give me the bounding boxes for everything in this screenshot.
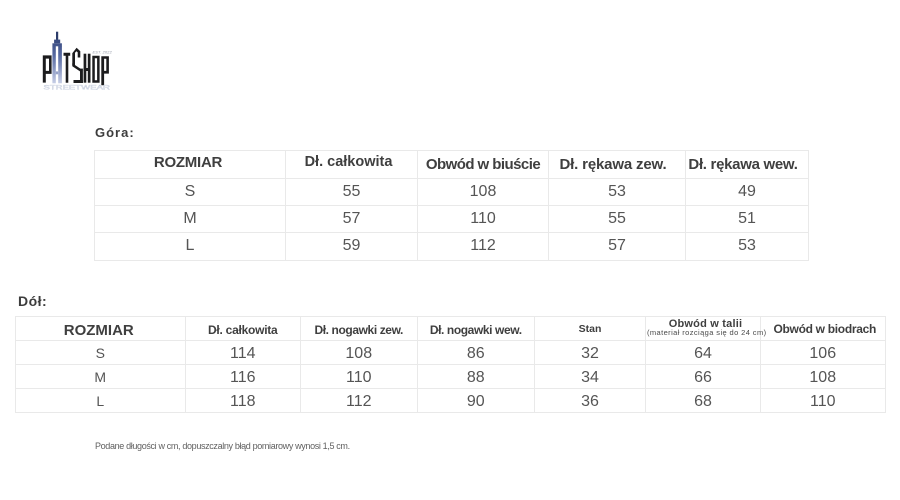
svg-text:STREETWEAR: STREETWEAR (43, 85, 110, 92)
svg-text:EST. 2022: EST. 2022 (93, 51, 113, 55)
